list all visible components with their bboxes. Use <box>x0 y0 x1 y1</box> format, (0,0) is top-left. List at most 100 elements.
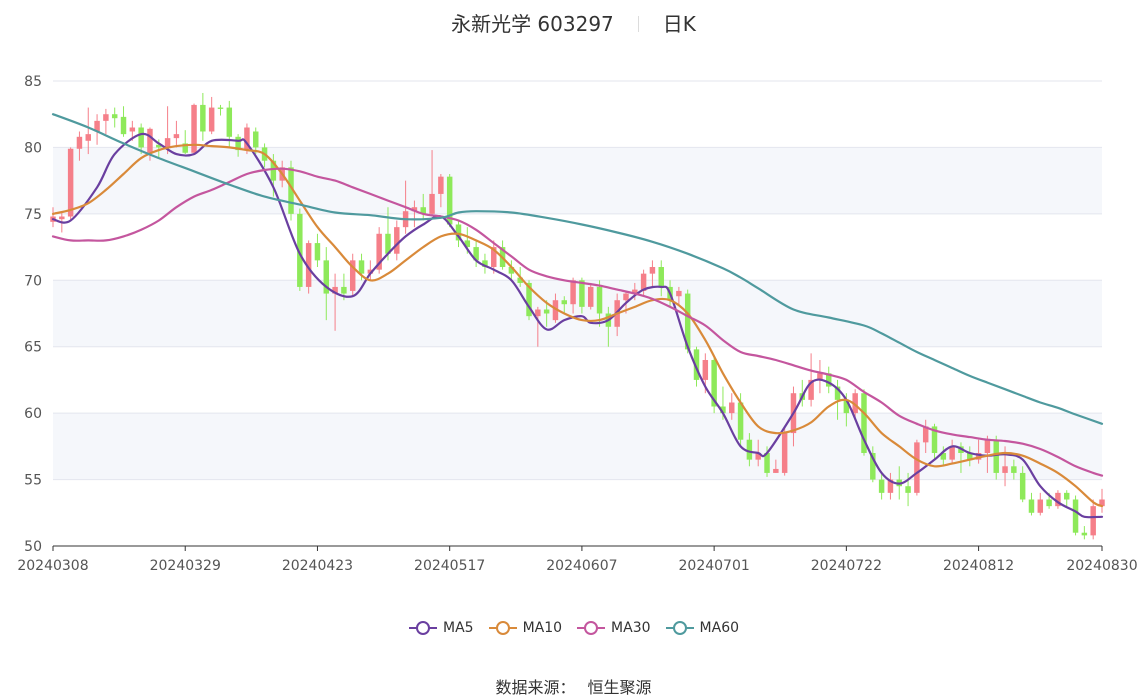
candle-body <box>1099 499 1105 507</box>
candle-body <box>103 114 109 121</box>
candle-body <box>208 107 215 132</box>
candle-body <box>861 393 867 453</box>
candle-body <box>1072 499 1079 533</box>
candle-body <box>1037 499 1044 513</box>
legend-label: MA60 <box>699 620 740 636</box>
candle-body <box>67 148 74 217</box>
y-tick-label: 55 <box>24 473 42 489</box>
candle-body <box>429 193 435 214</box>
candle-body <box>358 260 365 274</box>
candle-body <box>270 160 277 181</box>
series-line-ma5 <box>51 132 1104 519</box>
candle-body <box>931 426 938 453</box>
candle-body <box>226 107 233 137</box>
candle-body <box>984 439 991 453</box>
candle-body <box>367 269 374 274</box>
candle-body <box>676 290 682 297</box>
candle-body <box>411 207 418 212</box>
candle-body <box>1055 492 1061 507</box>
series-line-ma60 <box>51 113 1104 425</box>
candle-body <box>473 247 479 261</box>
candle-body <box>394 227 400 254</box>
legend-marker-icon <box>488 621 517 635</box>
candle-body <box>773 468 779 473</box>
candle-body <box>235 136 241 151</box>
candle-body <box>623 293 629 301</box>
candle-body <box>244 127 250 151</box>
candles <box>50 92 1105 540</box>
candle-body <box>517 277 523 283</box>
candle-body <box>632 289 638 294</box>
candle-body <box>341 286 347 294</box>
y-tick-label: 75 <box>24 207 42 223</box>
y-tick-label: 50 <box>24 539 42 555</box>
legend-marker-icon <box>577 621 606 635</box>
legend-label: MA5 <box>442 620 474 636</box>
candle-body <box>975 453 982 460</box>
x-tick-label: 20240830 <box>1066 558 1137 574</box>
legend-label: MA10 <box>522 620 563 636</box>
legend-marker-icon <box>408 621 437 635</box>
candle-body <box>129 127 136 132</box>
x-tick-label: 20240423 <box>282 558 353 574</box>
source-value: 恒生聚源 <box>587 678 652 697</box>
candle-body <box>729 402 735 414</box>
y-tick-label: 65 <box>24 340 42 356</box>
candle-body <box>59 216 65 220</box>
grid-lines <box>53 80 1102 481</box>
candle-body <box>702 360 709 380</box>
y-tick-label: 80 <box>24 140 42 156</box>
candle-body <box>526 282 532 317</box>
candle-body <box>587 286 594 307</box>
candle-body <box>253 131 259 148</box>
chart-title: 永新光学 603297 日K <box>0 8 1147 37</box>
x-tick-label: 20240701 <box>679 558 750 574</box>
candle-body <box>905 486 911 493</box>
grid-band <box>53 413 1102 480</box>
candle-body <box>173 134 180 139</box>
grid-bands <box>53 147 1102 480</box>
axes: 50 55 60 65 70 75 80 85 20240308 20240329 20240423… <box>17 74 1137 574</box>
candle-body <box>438 176 444 194</box>
legend-item-ma30[interactable]: MA30 <box>576 620 651 636</box>
candle-body <box>561 300 568 305</box>
candle-body <box>314 243 321 261</box>
candlestick-chart: 50 55 60 65 70 75 80 85 20240308 20240329 20240423… <box>17 74 1137 574</box>
candle-body <box>808 379 814 400</box>
candle-body <box>967 453 973 460</box>
legend-label: MA30 <box>611 620 651 636</box>
candle-body <box>200 104 206 132</box>
candle-body <box>658 267 664 287</box>
candle-body <box>1090 506 1096 536</box>
candle-body <box>834 386 841 400</box>
legend-item-ma10[interactable]: MA10 <box>488 620 562 636</box>
candle-body <box>640 273 647 291</box>
candle-body <box>147 128 153 153</box>
candle-body <box>596 286 603 314</box>
candle-body <box>305 243 312 287</box>
grid-band <box>53 280 1102 347</box>
candle-body <box>94 120 100 132</box>
candle-body <box>288 167 294 214</box>
candle-body <box>508 267 515 274</box>
candle-body <box>711 360 717 407</box>
title-separator <box>637 16 639 32</box>
candle-body <box>914 442 920 493</box>
legend-item-ma5[interactable]: MA5 <box>408 620 474 636</box>
candle-body <box>464 240 471 248</box>
series-line-ma10 <box>51 143 1104 508</box>
candle-body <box>684 293 691 350</box>
candle-body <box>535 309 541 317</box>
legend: MA5 MA10 MA30 MA60 <box>0 620 1147 640</box>
candle-body <box>1028 499 1035 513</box>
candle-body <box>217 107 224 109</box>
candle-body <box>755 453 761 460</box>
candle-body <box>332 286 338 294</box>
chart-period: 日K <box>662 12 696 36</box>
legend-item-ma60[interactable]: MA60 <box>665 620 739 636</box>
candle-body <box>446 176 453 225</box>
candle-body <box>156 144 162 148</box>
candle-body <box>455 224 462 241</box>
candle-body <box>781 433 788 473</box>
y-tick-label: 70 <box>24 273 42 289</box>
